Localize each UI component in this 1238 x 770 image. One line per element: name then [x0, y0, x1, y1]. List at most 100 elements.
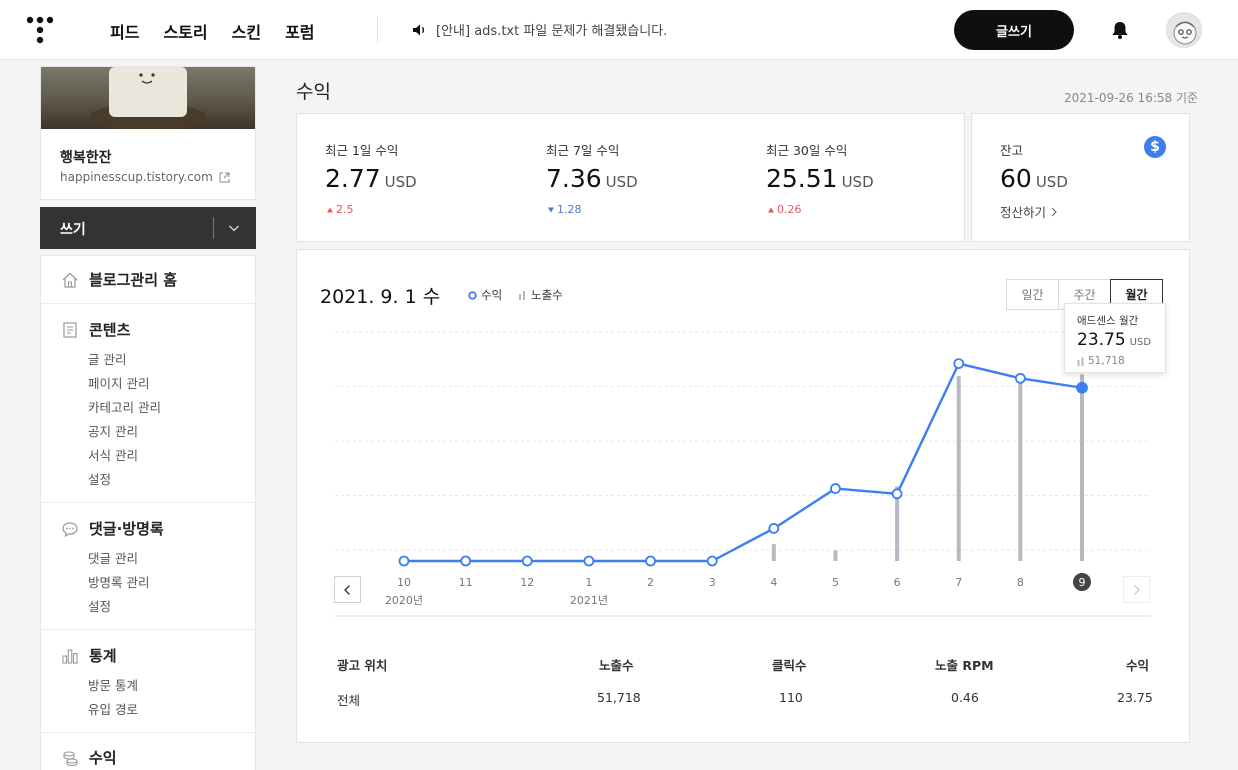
- stat-7day-number: 7.36: [546, 164, 602, 193]
- stat-1day-unit: USD: [384, 173, 417, 191]
- sidebar-subitem-comment-manage[interactable]: 댓글 관리: [88, 551, 138, 566]
- revenue-line: [404, 362, 1083, 563]
- page-title: 수익: [296, 81, 331, 103]
- line-marker-icon: [468, 290, 477, 300]
- sidebar-write-button[interactable]: 쓰기: [40, 207, 256, 249]
- nav-divider: [377, 17, 378, 43]
- sidebar-item-blog-home[interactable]: 블로그관리 홈: [61, 269, 177, 290]
- last-updated-timestamp: 2021-09-26 16:58 기준: [1064, 91, 1199, 105]
- nav-skin[interactable]: 스킨: [231, 23, 262, 42]
- nav-feed[interactable]: 피드: [110, 23, 140, 42]
- table-header-clicks: 클릭수: [772, 658, 807, 673]
- sidebar-subitem-templates[interactable]: 서식 관리: [88, 448, 138, 463]
- tooltip-number: 23.75: [1077, 330, 1126, 350]
- chevron-down-icon[interactable]: [226, 220, 242, 236]
- toggle-daily[interactable]: 일간: [1006, 279, 1059, 310]
- balance-value: 60 USD: [1000, 164, 1068, 193]
- sidebar-subitem-pages[interactable]: 페이지 관리: [88, 376, 150, 391]
- table-row: 전체 51,718 110 0.46 23.75: [337, 690, 1153, 708]
- sidebar-subitem-posts[interactable]: 글 관리: [88, 352, 127, 367]
- sidebar-item-contents[interactable]: 콘텐츠: [61, 319, 130, 340]
- chart-next-button[interactable]: [1123, 576, 1150, 603]
- avatar-image: [1173, 21, 1197, 45]
- revenue-point: [645, 555, 656, 567]
- blog-name[interactable]: 행복한잔: [60, 150, 112, 166]
- x-tick-label: 12: [520, 576, 534, 589]
- sidebar-section-contents: 콘텐츠 글 관리 페이지 관리 카테고리 관리 공지 관리 서식 관리 설정: [41, 303, 255, 502]
- sidebar-subitem-guestbook-manage[interactable]: 방명록 관리: [88, 575, 150, 590]
- stat-30day-unit: USD: [841, 173, 874, 191]
- x-tick-label: 10: [397, 576, 411, 589]
- sidebar-write-divider: [213, 217, 214, 239]
- impressions-bar: [1080, 374, 1084, 561]
- sidebar-subitem-referrers[interactable]: 유입 경로: [88, 702, 138, 717]
- settle-link[interactable]: 정산하기: [1000, 202, 1058, 221]
- sidebar-item-label: 통계: [89, 647, 117, 665]
- x-tick-label: 8: [1017, 576, 1024, 589]
- balance-number: 60: [1000, 164, 1032, 193]
- impressions-bar: [833, 550, 838, 561]
- revenue-point: [521, 555, 533, 567]
- sidebar-menu: 블로그관리 홈 콘텐츠 글 관리 페이지 관리 카테고리 관리 공지 관리 서식…: [40, 255, 256, 770]
- chevron-right-icon: [1051, 207, 1057, 216]
- x-tick-label: 5: [832, 576, 839, 589]
- nav-forum[interactable]: 포럼: [285, 23, 315, 42]
- nav-story[interactable]: 스토리: [163, 23, 208, 42]
- chevron-left-icon: [344, 584, 350, 595]
- triangle-down-icon: [548, 207, 554, 212]
- legend-impressions: 노출수: [518, 287, 563, 303]
- sidebar-section-revenue: 수익: [41, 732, 255, 770]
- stat-1day-number: 2.77: [325, 164, 381, 193]
- stat-30day-value: 25.51 USD: [766, 164, 874, 193]
- speaker-icon: [413, 24, 425, 35]
- table-cell-impressions: 51,718: [597, 690, 641, 705]
- bar-marker-icon: [1077, 357, 1084, 366]
- sidebar-subitem-visit-stats[interactable]: 방문 통계: [88, 678, 138, 693]
- tooltip-impressions-value: 51,718: [1088, 355, 1125, 367]
- document-icon: [63, 321, 77, 338]
- coins-icon: [63, 750, 78, 766]
- legend-revenue: 수익: [468, 287, 502, 303]
- settle-label: 정산하기: [1000, 205, 1047, 220]
- sidebar-subitem-content-settings[interactable]: 설정: [88, 472, 112, 487]
- sidebar-item-revenue[interactable]: 수익: [61, 747, 117, 768]
- stat-7day-label: 최근 7일 수익: [546, 143, 620, 158]
- revenue-point: [583, 555, 595, 567]
- avatar[interactable]: [1166, 12, 1202, 48]
- write-button[interactable]: 글쓰기: [954, 10, 1074, 50]
- x-tick-label: 3: [709, 576, 716, 589]
- notice-banner[interactable]: [안내] ads.txt 파일 문제가 해결됐습니다.: [412, 20, 667, 39]
- revenue-point: [460, 555, 472, 567]
- x-year-label: 2021년: [570, 594, 608, 607]
- table-header-impressions: 노출수: [599, 658, 634, 673]
- blog-url-link[interactable]: happinesscup.tistory.com: [60, 170, 230, 184]
- external-link-icon: [219, 172, 230, 182]
- revenue-chart-card: 2021. 9. 1 수 수익 노출수 일간 주간 월간 애드센스 월간 23.…: [296, 249, 1190, 743]
- sidebar-subitem-comment-settings[interactable]: 설정: [88, 599, 112, 614]
- revenue-point: [706, 555, 718, 567]
- sidebar-section-comments: 댓글·방명록 댓글 관리 방명록 관리 설정: [41, 502, 255, 629]
- sidebar-item-stats[interactable]: 통계: [61, 645, 117, 666]
- stat-1day-label: 최근 1일 수익: [325, 143, 399, 158]
- chart-prev-button[interactable]: [334, 576, 361, 603]
- revenue-point: [830, 483, 841, 494]
- bar-marker-icon: [519, 291, 525, 300]
- tistory-logo[interactable]: [26, 16, 54, 44]
- blog-url-text: happinesscup.tistory.com: [60, 170, 213, 184]
- speech-bubble-icon: [62, 521, 78, 537]
- sidebar-subitem-notices[interactable]: 공지 관리: [88, 424, 138, 439]
- bell-icon[interactable]: [1109, 19, 1131, 41]
- revenue-point-selected: [1076, 381, 1088, 394]
- sidebar-item-comments[interactable]: 댓글·방명록: [61, 518, 164, 539]
- revenue-point: [398, 555, 410, 567]
- balance-unit: USD: [1035, 173, 1068, 191]
- bar-chart-icon: [62, 648, 78, 664]
- revenue-point: [768, 523, 780, 534]
- sidebar-subitem-categories[interactable]: 카테고리 관리: [88, 400, 161, 415]
- sidebar-section-stats: 통계 방문 통계 유입 경로: [41, 629, 255, 732]
- balance-card: 잔고 $ 60 USD 정산하기: [971, 113, 1190, 242]
- table-header-rpm: 노출 RPM: [935, 658, 994, 673]
- x-year-label: 2020년: [385, 594, 423, 607]
- table-cell-revenue: 23.75: [1117, 690, 1153, 705]
